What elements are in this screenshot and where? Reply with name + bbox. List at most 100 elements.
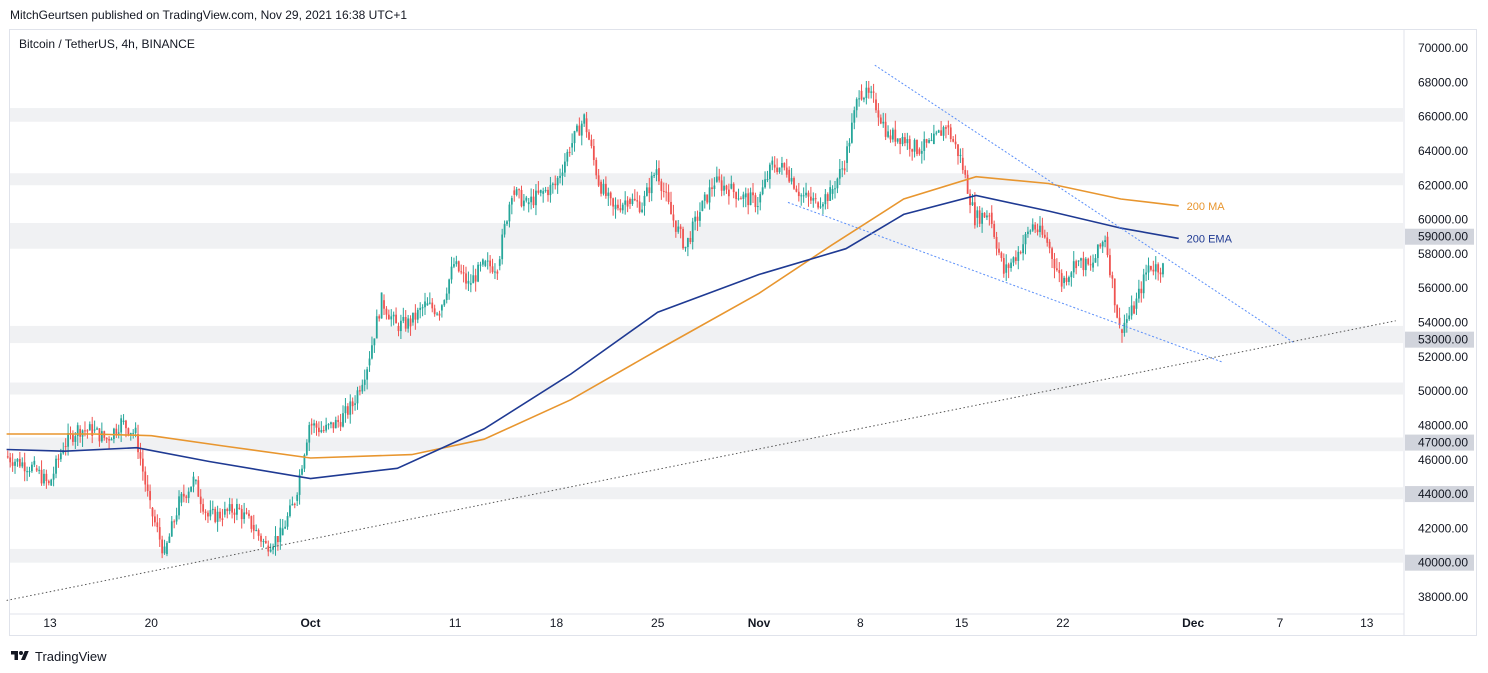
candle-body <box>954 141 957 145</box>
price-tick-label: 58000.00 <box>1418 247 1468 261</box>
candle-body <box>426 303 429 306</box>
candle-body <box>110 439 113 441</box>
time-tick-label: 15 <box>955 616 969 630</box>
candle-body <box>1133 305 1135 314</box>
candle-body <box>894 129 897 142</box>
candle-body <box>255 530 258 532</box>
candle-body <box>556 177 559 186</box>
candle-body <box>209 510 212 517</box>
candle-body <box>513 190 516 195</box>
candle-body <box>219 511 221 519</box>
candle-body <box>645 187 648 196</box>
candle-body <box>197 480 200 497</box>
price-level-tag <box>1405 486 1474 503</box>
candle-body <box>503 224 506 235</box>
candle-body <box>11 462 14 466</box>
candle-body <box>942 127 945 136</box>
candle-body <box>272 546 274 550</box>
candle-body <box>1002 258 1005 274</box>
candle-body <box>648 187 651 194</box>
candle-body <box>1125 319 1128 323</box>
candle-body <box>358 390 361 392</box>
candle-body <box>906 139 909 144</box>
candle-body <box>45 473 48 482</box>
candle-body <box>547 189 549 196</box>
candle-body <box>643 195 646 206</box>
candle-body <box>455 261 458 265</box>
price-tick-label: 68000.00 <box>1418 75 1468 89</box>
candle-body <box>1075 261 1078 269</box>
candle-body <box>658 168 660 182</box>
candle-body <box>947 125 950 128</box>
candle-body <box>339 422 342 427</box>
candle-body <box>156 522 159 528</box>
candle-body <box>421 307 424 309</box>
candle-body <box>1104 240 1107 243</box>
candle-body <box>281 528 284 536</box>
symbol-title: Bitcoin / TetherUS, 4h, BINANCE <box>19 37 195 51</box>
candle-body <box>199 496 202 505</box>
candle-body <box>544 189 547 192</box>
price-zone <box>10 108 1403 122</box>
candle-body <box>1080 258 1082 261</box>
price-tick-label: 62000.00 <box>1418 178 1468 192</box>
price-tick-label: 48000.00 <box>1418 418 1468 432</box>
candle-body <box>711 187 713 189</box>
candle-body <box>563 161 566 173</box>
candle-body <box>872 91 875 93</box>
candle-body <box>911 149 914 152</box>
candle-body <box>211 508 214 511</box>
candle-body <box>600 181 602 194</box>
candle-body <box>993 224 996 237</box>
candle-body <box>945 127 947 129</box>
candle-body <box>667 192 670 202</box>
candle-body <box>144 471 147 485</box>
candle-body <box>448 279 451 294</box>
candle-body <box>715 176 718 182</box>
candle-body <box>660 181 663 191</box>
footer[interactable]: TradingView <box>10 647 107 665</box>
candle-body <box>631 198 634 204</box>
candle-body <box>50 479 53 486</box>
candle-body <box>1039 225 1041 233</box>
candle-body <box>925 139 928 143</box>
candle-body <box>969 193 971 206</box>
price-level-tag <box>1405 228 1474 245</box>
candle-body <box>870 91 873 93</box>
candle-body <box>284 526 287 529</box>
candle-body <box>351 401 354 407</box>
candle-body <box>1010 262 1012 268</box>
candle-body <box>221 518 224 520</box>
candle-body <box>1123 322 1126 333</box>
candle-body <box>761 187 764 195</box>
series-line <box>6 175 1179 459</box>
candle-body <box>771 160 774 165</box>
candle-body <box>139 452 142 459</box>
candle-body <box>1024 234 1027 245</box>
candle-body <box>501 234 504 260</box>
candle-body <box>402 316 405 321</box>
candle-body <box>303 454 306 469</box>
candle-body <box>117 432 120 434</box>
candle-body <box>863 98 865 100</box>
candle-body <box>522 200 525 207</box>
candle-body <box>31 464 33 472</box>
candle-body <box>713 185 716 189</box>
time-tick-label: Dec <box>1182 616 1204 630</box>
candle-body <box>1137 288 1140 299</box>
candle-body <box>233 512 236 515</box>
candle-body <box>1051 248 1053 259</box>
candle-body <box>983 212 986 218</box>
candle-body <box>424 301 426 308</box>
candle-body <box>28 471 31 473</box>
candle-body <box>1150 265 1152 270</box>
candle-body <box>990 212 993 225</box>
candle-body <box>797 191 800 197</box>
candle-body <box>469 283 472 285</box>
candle-body <box>96 428 98 430</box>
candle-body <box>817 202 820 208</box>
price-tick-label: 38000.00 <box>1418 590 1468 604</box>
candles <box>6 80 1164 559</box>
candle-body <box>510 198 513 205</box>
